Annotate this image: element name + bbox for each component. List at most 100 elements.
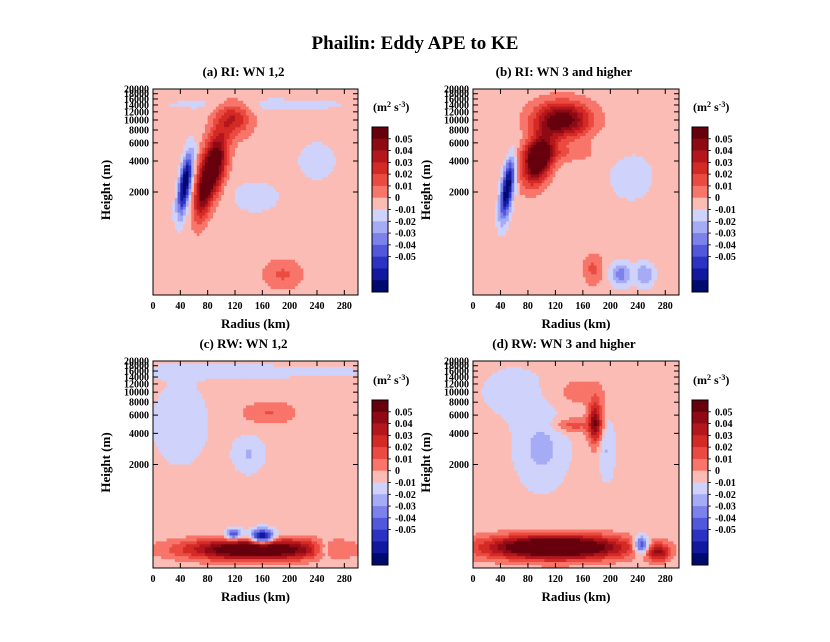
field-cell: [295, 203, 299, 208]
field-cell: [185, 218, 190, 223]
field-cell: [297, 144, 302, 149]
field-cell: [341, 168, 345, 172]
field-cell: [314, 274, 318, 278]
field-cell: [347, 244, 351, 249]
field-cell: [336, 268, 340, 273]
field-cell: [229, 233, 233, 237]
field-cell: [166, 168, 170, 172]
field-cell: [325, 171, 329, 175]
field-cell: [188, 168, 192, 172]
field-cell: [196, 244, 201, 249]
field-cell: [322, 136, 326, 140]
field-cell: [194, 150, 198, 155]
field-cell: [259, 244, 263, 249]
field-cell: [286, 192, 291, 196]
field-cell: [278, 89, 283, 93]
field-cell: [297, 177, 302, 181]
field-cell: [311, 197, 315, 202]
field-cell: [172, 259, 176, 264]
field-cell: [166, 262, 170, 267]
field-cell: [224, 186, 228, 190]
field-cell: [163, 224, 168, 228]
field-cell: [224, 168, 228, 172]
field-cell: [295, 165, 299, 170]
field-cell: [284, 247, 288, 252]
field-cell: [235, 280, 239, 284]
field-cell: [256, 239, 261, 243]
field-cell: [221, 174, 225, 178]
field-cell: [158, 215, 162, 220]
field-cell: [251, 262, 255, 267]
field-cell: [245, 265, 250, 270]
field-cell: [218, 206, 222, 211]
field-cell: [306, 147, 310, 152]
field-cell: [224, 115, 228, 120]
field-cell: [303, 186, 307, 190]
field-cell: [311, 150, 315, 155]
field-cell: [251, 200, 255, 205]
field-cell: [215, 203, 220, 208]
field-cell: [330, 94, 334, 99]
field-cell: [155, 133, 160, 137]
field-cell: [286, 177, 291, 181]
field-cell: [338, 194, 343, 199]
field-cell: [207, 212, 211, 217]
field-cell: [226, 189, 231, 193]
field-cell: [297, 268, 302, 273]
field-cell: [161, 215, 165, 220]
field-cell: [300, 136, 304, 140]
field-cell: [330, 124, 334, 128]
field-cell: [248, 280, 252, 284]
field-cell: [286, 244, 291, 249]
field-cell: [191, 112, 195, 117]
field-cell: [273, 236, 277, 240]
field-cell: [333, 150, 337, 155]
field-cell: [267, 124, 272, 128]
field-cell: [349, 89, 354, 93]
field-cell: [163, 283, 168, 287]
field-cell: [245, 97, 250, 102]
field-cell: [235, 215, 239, 220]
field-cell: [185, 136, 190, 140]
field-cell: [221, 192, 225, 196]
field-cell: [254, 215, 258, 220]
field-cell: [259, 259, 263, 264]
field-cell: [202, 215, 206, 220]
field-cell: [153, 150, 157, 155]
field-cell: [194, 118, 198, 122]
field-cell: [207, 271, 211, 275]
field-cell: [213, 236, 217, 240]
field-cell: [196, 242, 201, 246]
field-cell: [256, 244, 261, 249]
field-cell: [333, 94, 337, 99]
field-cell: [155, 189, 160, 193]
field-cell: [311, 144, 315, 149]
field-cell: [327, 159, 332, 164]
field-cell: [194, 168, 198, 172]
field-cell: [286, 271, 291, 275]
field-cell: [158, 206, 162, 211]
field-cell: [270, 253, 274, 258]
field-cell: [300, 162, 304, 167]
field-cell: [297, 218, 302, 223]
field-cell: [322, 171, 326, 175]
field-cell: [251, 265, 255, 270]
field-cell: [163, 121, 168, 125]
field-cell: [174, 183, 179, 187]
field-cell: [161, 180, 165, 184]
field-cell: [215, 165, 220, 170]
field-cell: [347, 271, 351, 275]
field-cell: [199, 259, 203, 264]
field-cell: [191, 136, 195, 140]
field-cell: [289, 194, 293, 199]
field-cell: [183, 197, 187, 202]
field-cell: [262, 236, 266, 240]
field-cell: [177, 218, 181, 223]
field-cell: [352, 209, 356, 214]
field-cell: [355, 127, 358, 131]
field-cell: [196, 183, 201, 187]
field-cell: [352, 121, 356, 125]
field-cell: [204, 115, 209, 120]
field-cell: [204, 203, 209, 208]
field-cell: [213, 180, 217, 184]
